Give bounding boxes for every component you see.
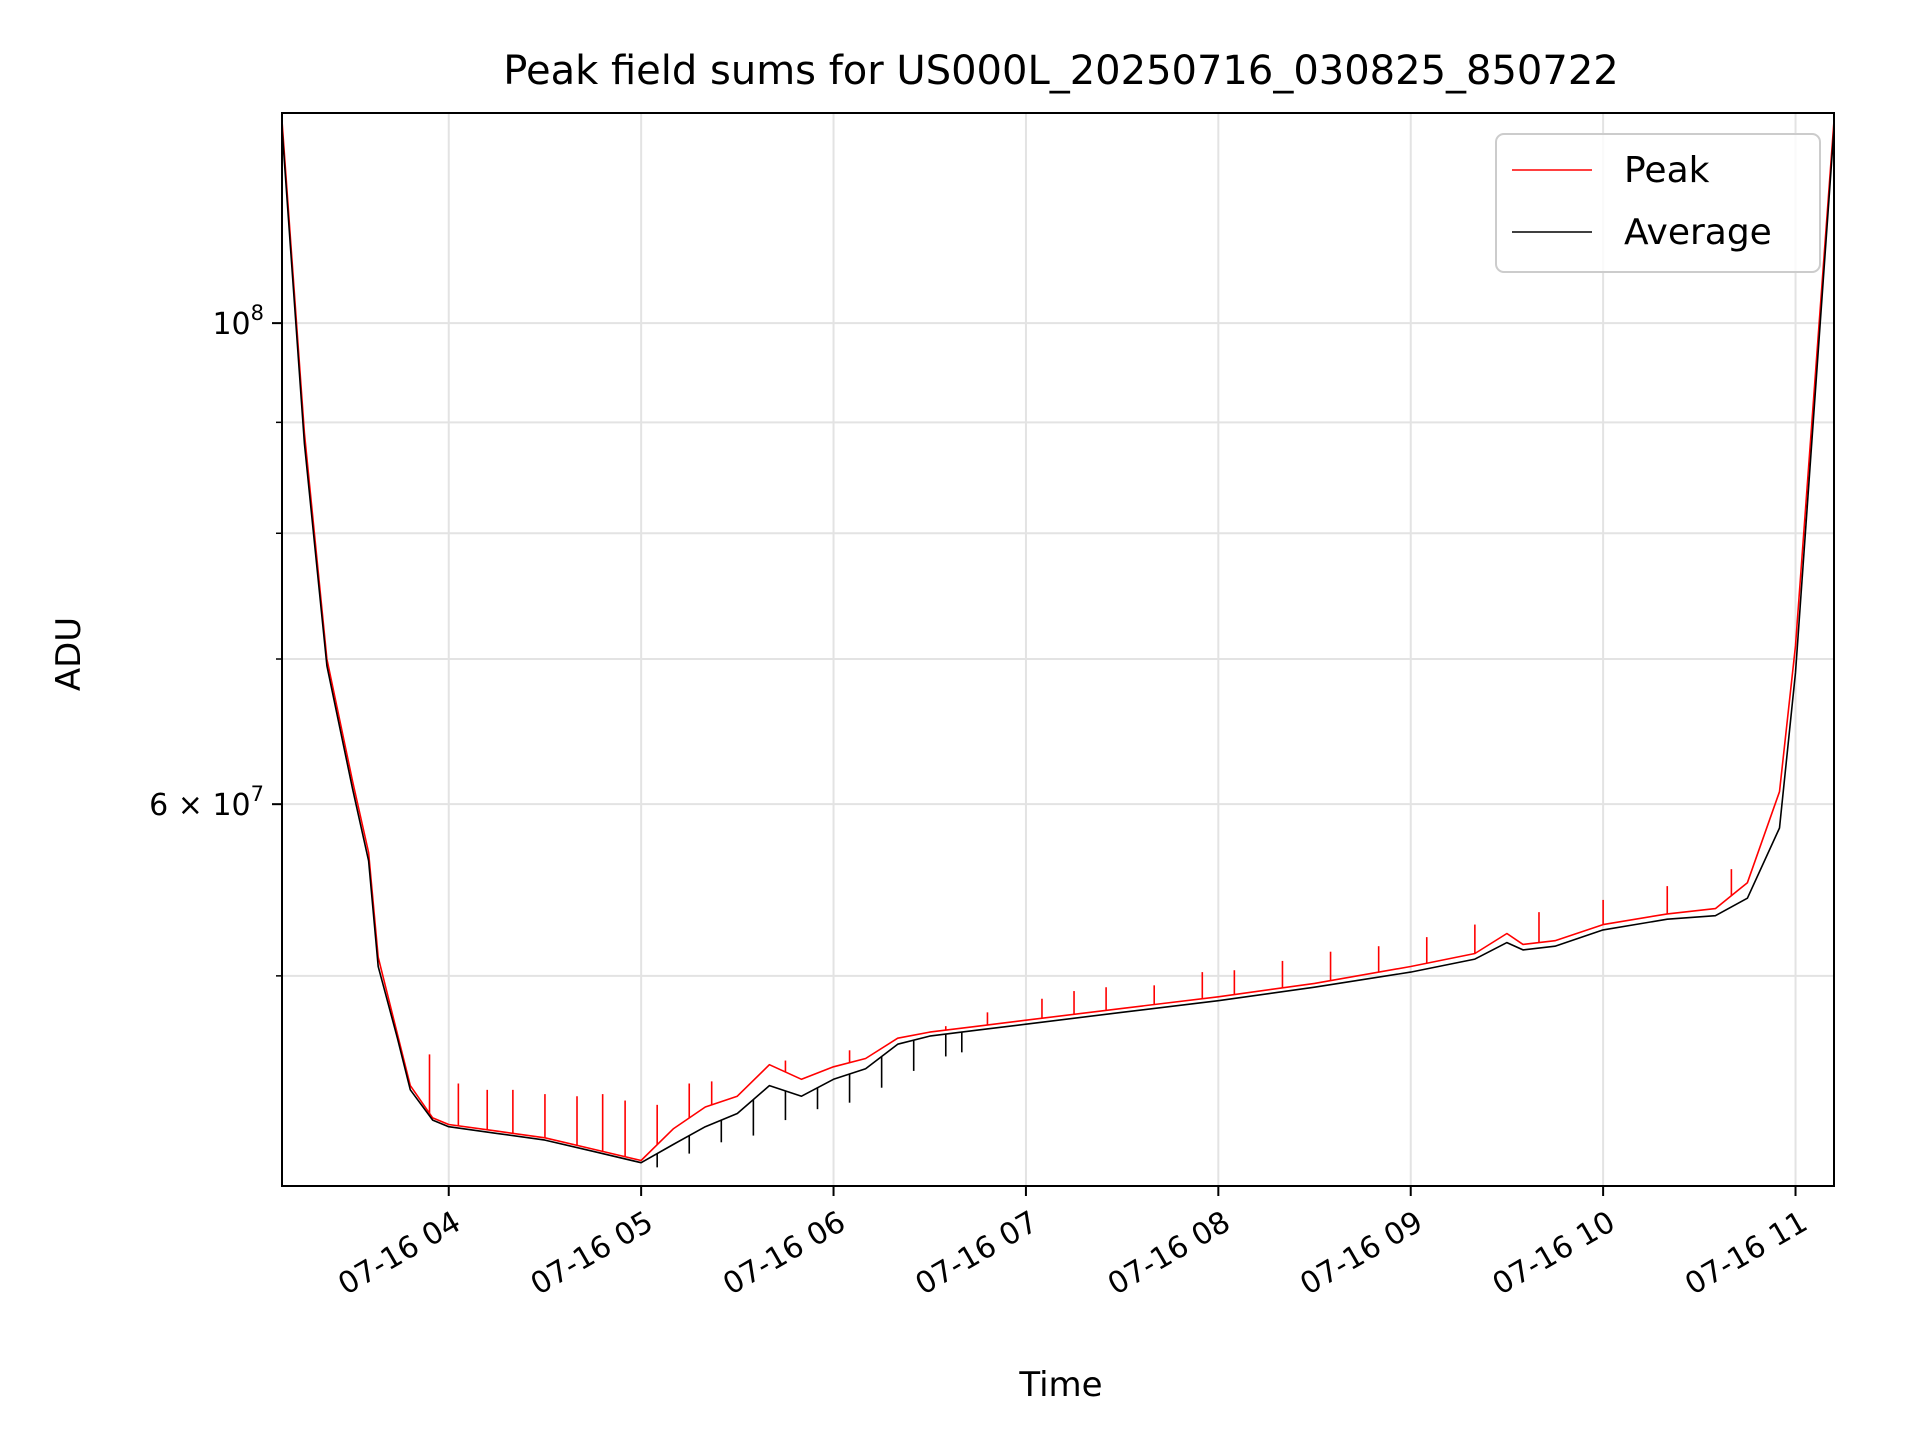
grid <box>282 113 1834 1186</box>
y-tick-label: 108 <box>212 301 264 342</box>
y-tick-label-exponent: 8 <box>251 301 264 325</box>
legend-label-average: Average <box>1624 212 1772 253</box>
y-tick-label-base: 10 <box>212 307 250 342</box>
plot-frame <box>281 112 1835 1187</box>
x-axis-label: Time <box>1018 1365 1102 1405</box>
chart-title: Peak field sums for US000L_20250716_0308… <box>503 48 1618 94</box>
legend: Peak Average <box>1495 133 1821 273</box>
y-tick-label-exponent: 7 <box>251 782 264 806</box>
y-tick-label-coefficient: 6 × <box>149 788 212 823</box>
legend-box <box>1495 133 1821 273</box>
legend-label-peak: Peak <box>1624 150 1710 191</box>
y-axis-label: ADU <box>49 617 89 691</box>
series-layer <box>281 120 1835 1168</box>
series-line-average <box>281 128 1835 1164</box>
series-line-peak <box>281 120 1835 1162</box>
y-tick-label: 6 × 107 <box>149 782 264 823</box>
y-tick-label-base: 10 <box>212 788 250 823</box>
